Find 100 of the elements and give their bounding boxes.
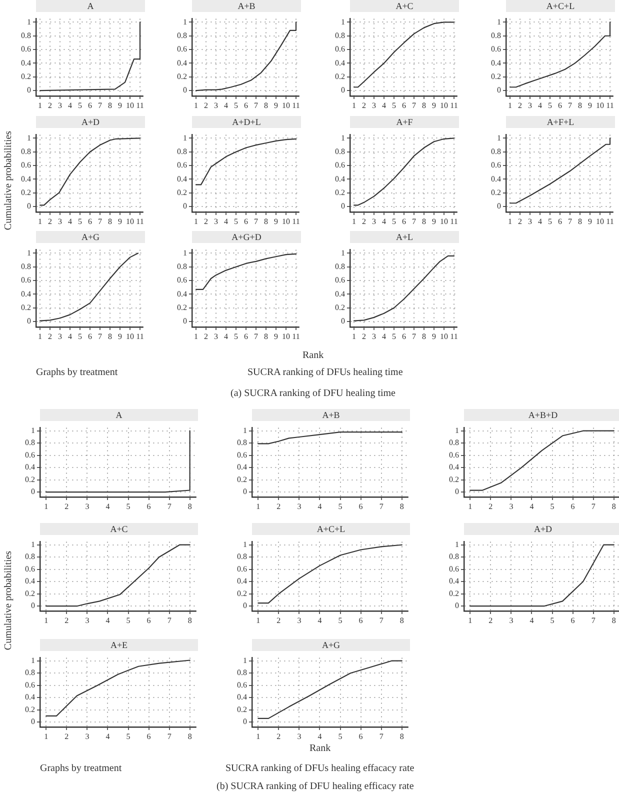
y-tick-label: 1 xyxy=(27,133,31,142)
x-tick-label: 9 xyxy=(274,100,278,110)
y-tick-label: 0.6 xyxy=(21,44,31,54)
x-tick-label: 3 xyxy=(85,616,90,625)
y-tick-label: 0.4 xyxy=(21,174,31,184)
y-tick-label: 0.2 xyxy=(21,188,31,197)
y-tick-label: 0.8 xyxy=(449,438,459,448)
y-tick-label: 0.8 xyxy=(21,30,31,40)
x-tick-label: 5 xyxy=(550,502,554,511)
y-tick-label: 1 xyxy=(31,656,35,665)
text: Rank xyxy=(310,742,331,754)
x-tick-label: 4 xyxy=(318,732,322,741)
x-tick-label: 3 xyxy=(58,100,62,110)
y-tick-label: 0 xyxy=(31,487,35,496)
y-tick-label: 0.2 xyxy=(237,474,247,484)
x-tick-label: 3 xyxy=(528,216,532,226)
y-tick-label: 0.2 xyxy=(25,588,35,598)
y-tick-label: 0.6 xyxy=(21,276,31,285)
x-tick-label: 6 xyxy=(570,502,575,511)
chart-title: A+C+L xyxy=(252,523,410,535)
x-tick-label: 2 xyxy=(362,216,366,226)
x-tick-label: 11 xyxy=(450,216,458,226)
x-tick-label: 7 xyxy=(591,616,596,625)
x-tick-label: 7 xyxy=(412,216,416,226)
x-tick-label: 4 xyxy=(106,616,110,625)
y-tick-label: 0 xyxy=(455,601,459,610)
chart-title: A+D xyxy=(36,116,145,128)
x-tick-label: 10 xyxy=(282,216,290,226)
y-tick-label: 0.2 xyxy=(449,474,459,484)
x-tick-label: 5 xyxy=(548,100,552,110)
x-tick-label: 10 xyxy=(126,332,134,341)
chart-title: A+F xyxy=(350,116,459,128)
x-tick-label: 6 xyxy=(88,216,92,226)
x-tick-label: 7 xyxy=(254,332,258,341)
x-tick-label: 4 xyxy=(382,216,386,226)
y-tick-label: 0.4 xyxy=(335,58,345,68)
text: (a) SUCRA ranking of DFU healing time xyxy=(230,388,396,398)
y-tick-label: 0.4 xyxy=(177,58,187,68)
x-tick-label: 2 xyxy=(64,502,69,511)
y-tick-label: 0.4 xyxy=(177,174,187,184)
x-tick-label: 5 xyxy=(78,216,82,226)
x-tick-label: 4 xyxy=(68,100,72,110)
x-tick-label: 5 xyxy=(550,616,554,625)
y-tick-label: 0 xyxy=(341,316,345,326)
x-tick-label: 8 xyxy=(188,732,192,741)
chart-title: A xyxy=(36,0,145,12)
x-tick-label: 10 xyxy=(440,216,448,226)
x-tick-label: 5 xyxy=(234,100,238,110)
y-tick-label: 1 xyxy=(183,17,187,26)
x-tick-label: 7 xyxy=(379,616,384,625)
x-tick-label: 2 xyxy=(48,216,52,226)
x-tick-label: 11 xyxy=(606,100,614,110)
y-tick-label: 1 xyxy=(183,248,187,258)
x-tick-label: 1 xyxy=(352,100,356,110)
x-tick-label: 10 xyxy=(126,216,134,226)
x-tick-label: 6 xyxy=(402,332,406,341)
x-tick-label: 7 xyxy=(254,100,258,110)
y-tick-label: 0.2 xyxy=(25,474,35,484)
x-tick-label: 8 xyxy=(400,502,404,511)
x-tick-label: 5 xyxy=(392,216,396,226)
x-tick-label: 6 xyxy=(358,502,363,511)
y-tick-label: 0.6 xyxy=(335,44,345,54)
x-tick-label: 5 xyxy=(338,732,342,741)
y-tick-label: 1 xyxy=(497,133,501,142)
x-tick-label: 8 xyxy=(264,216,268,226)
y-tick-label: 0.2 xyxy=(335,72,345,81)
x-tick-label: 10 xyxy=(126,100,134,110)
x-tick-label: 7 xyxy=(379,502,384,511)
x-tick-label: 2 xyxy=(204,100,208,110)
x-tick-label: 6 xyxy=(244,216,248,226)
y-tick-label: 0 xyxy=(243,717,247,726)
y-tick-label: 0.2 xyxy=(21,72,31,81)
y-tick-label: 0.4 xyxy=(25,576,35,586)
y-tick-label: 0.8 xyxy=(237,552,247,562)
x-tick-label: 2 xyxy=(276,502,281,511)
x-tick-label: 4 xyxy=(530,616,534,625)
y-tick-label: 0.6 xyxy=(25,564,35,574)
x-tick-label: 1 xyxy=(468,502,472,511)
x-tick-label: 6 xyxy=(358,732,363,741)
y-tick-label: 1 xyxy=(341,248,345,258)
x-tick-label: 2 xyxy=(518,100,522,110)
x-tick-label: 6 xyxy=(558,216,562,226)
y-tick-label: 0.6 xyxy=(177,160,187,170)
x-tick-label: 11 xyxy=(136,100,144,110)
x-tick-label: 2 xyxy=(48,100,52,110)
x-tick-label: 11 xyxy=(136,216,144,226)
x-tick-label: 5 xyxy=(126,732,130,741)
x-tick-label: 7 xyxy=(167,732,172,741)
text: Cumulative probabilities xyxy=(2,130,14,230)
chart-title: A xyxy=(40,409,198,421)
x-tick-label: 7 xyxy=(412,332,416,341)
y-tick-label: 0 xyxy=(183,86,187,95)
y-tick-label: 0.6 xyxy=(21,160,31,170)
y-tick-label: 0.2 xyxy=(25,704,35,714)
chart-title: A+L xyxy=(350,231,459,243)
x-tick-label: 4 xyxy=(318,502,322,511)
y-tick-label: 0.2 xyxy=(177,302,187,312)
x-tick-label: 3 xyxy=(214,100,218,110)
x-tick-label: 3 xyxy=(297,616,302,625)
x-tick-label: 8 xyxy=(400,616,404,625)
